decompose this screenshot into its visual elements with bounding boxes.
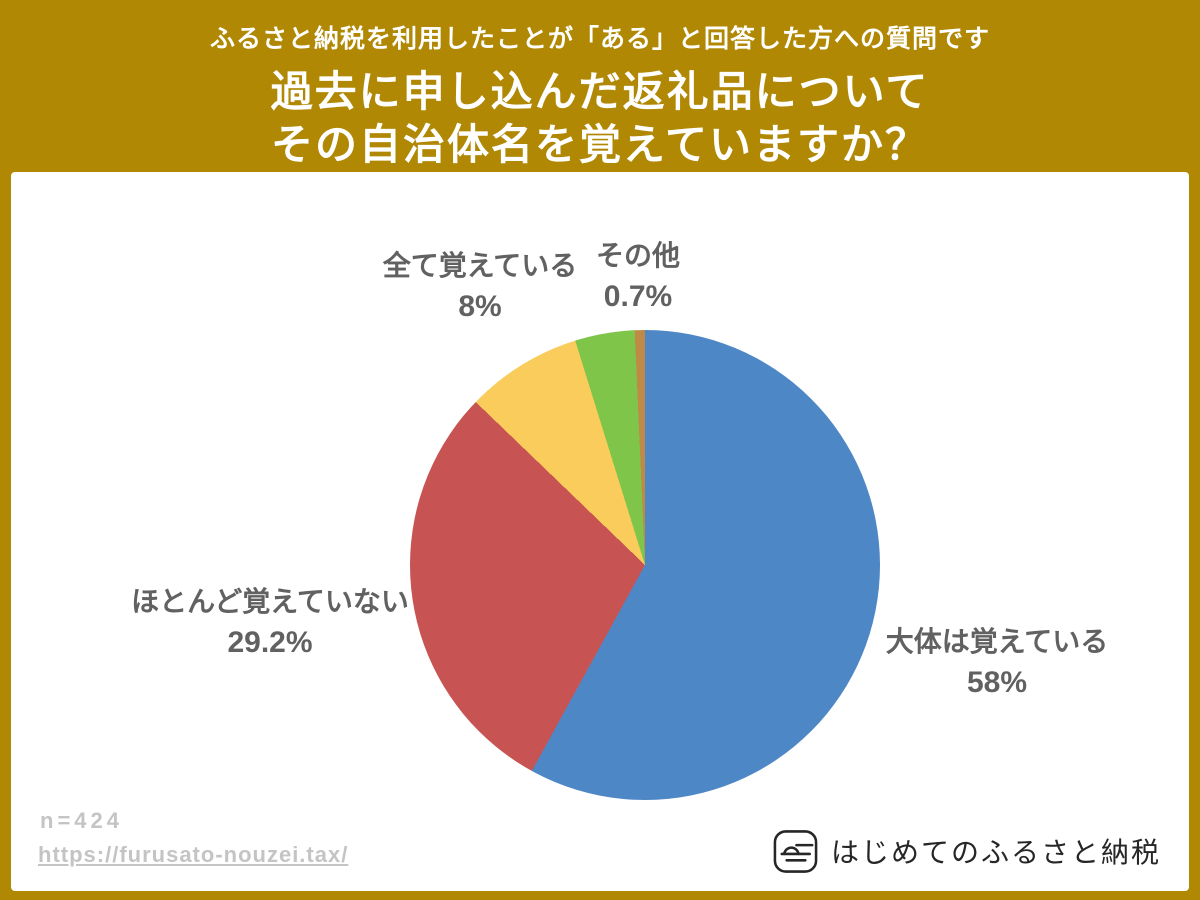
pie-label-remember-little-value: 29.2% — [227, 625, 313, 659]
site-logo-text: はじめてのふるさと納税 — [830, 838, 1161, 869]
pie-label-remember-little: ほとんど覚えていない 29.2% — [131, 582, 409, 664]
page-title-line2: その自治体名を覚えていますか？ — [271, 121, 929, 168]
pie-chart — [410, 330, 880, 800]
sun-horizon-logo-icon — [773, 830, 818, 873]
site-logo: はじめてのふるさと納税 — [772, 827, 1161, 875]
source-url-link[interactable]: https://furusato-nouzei.tax/ — [38, 842, 349, 867]
pie-label-remember-all-value: 8% — [458, 289, 502, 323]
pie-label-remember-most-value: 58% — [966, 665, 1028, 699]
pie-label-other: その他 0.7% — [596, 236, 680, 318]
sample-size: n=424 — [40, 808, 123, 833]
pie-label-remember-most: 大体は覚えている 58% — [886, 622, 1109, 704]
pie-label-remember-little-text: ほとんど覚えていない — [131, 586, 409, 617]
pie-label-other-value: 0.7% — [603, 279, 673, 313]
pie-label-remember-most-text: 大体は覚えている — [885, 626, 1109, 657]
page-title: 過去に申し込んだ返礼品について その自治体名を覚えていますか？ — [0, 65, 1200, 171]
page-title-line1: 過去に申し込んだ返礼品について — [270, 68, 930, 115]
pie-label-remember-all-text: 全て覚えている — [382, 250, 578, 281]
pie-label-other-text: その他 — [595, 240, 681, 271]
chart-panel: その他 0.7% 全て覚えている 8% 大体は覚えている 58% ほとんど覚えて… — [11, 172, 1189, 891]
header-subtitle: ふるさと納税を利用したことが「ある」と回答した方への質問です — [209, 25, 990, 53]
pie-label-remember-all: 全て覚えている 8% — [383, 246, 578, 328]
header: ふるさと納税を利用したことが「ある」と回答した方への質問です 過去に申し込んだ返… — [0, 0, 1200, 172]
